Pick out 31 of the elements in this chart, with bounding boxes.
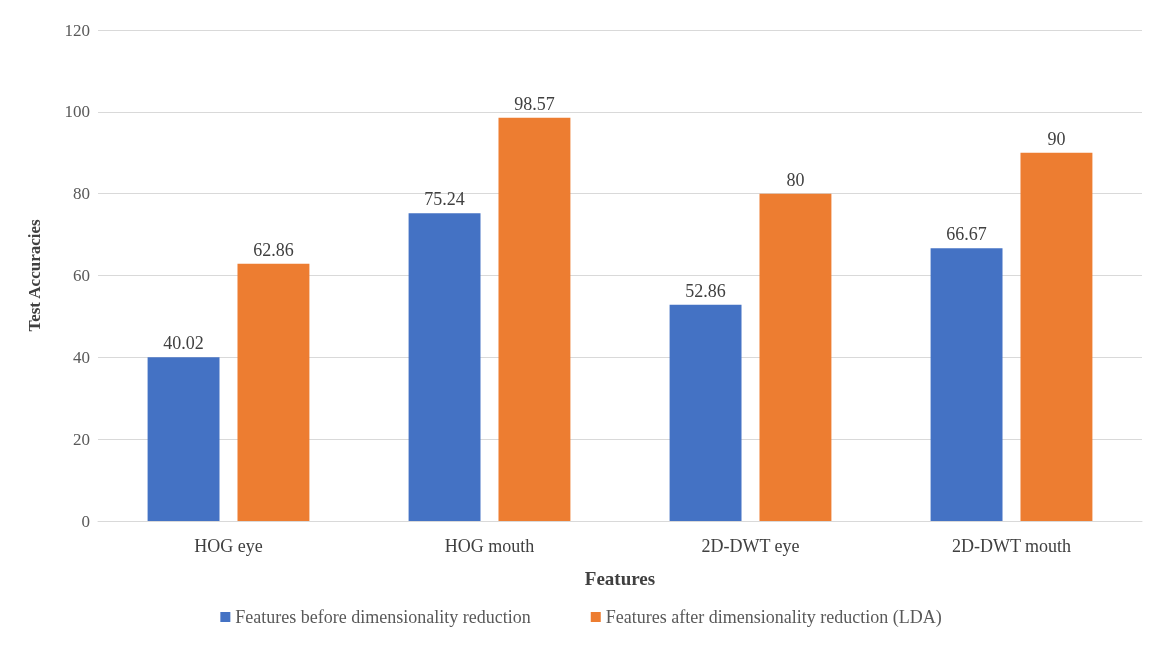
x-tick-label: 2D-DWT eye <box>701 536 800 556</box>
y-tick-label: 40 <box>73 347 90 367</box>
data-label: 80 <box>786 169 805 190</box>
bar <box>669 304 742 521</box>
y-tick-label: 20 <box>73 429 90 449</box>
data-label: 98.57 <box>514 93 555 114</box>
data-label: 40.02 <box>163 333 204 354</box>
legend-label: Features before dimensionality reduction <box>235 607 531 627</box>
data-label: 62.86 <box>253 239 294 260</box>
y-tick-label: 80 <box>73 184 90 204</box>
x-axis-title: Features <box>584 568 656 589</box>
y-tick-label: 120 <box>64 20 90 40</box>
bar <box>408 213 481 521</box>
y-tick-label: 100 <box>64 102 90 122</box>
y-tick-label: 0 <box>81 511 90 531</box>
bar <box>147 357 220 521</box>
bar <box>498 117 571 521</box>
bar <box>759 193 832 521</box>
x-tick-label: HOG mouth <box>444 536 535 556</box>
bar <box>237 263 310 521</box>
data-label: 52.86 <box>685 280 726 301</box>
legend-label: Features after dimensionality reduction (LDA) <box>605 607 942 628</box>
data-label: 90 <box>1047 128 1066 149</box>
data-label: 66.67 <box>946 224 987 245</box>
y-axis-title: Test Accuracies <box>25 219 44 332</box>
bar <box>930 248 1003 521</box>
x-tick-label: 2D-DWT mouth <box>951 536 1072 556</box>
y-tick-label: 60 <box>73 266 90 285</box>
data-label: 75.24 <box>424 189 465 210</box>
x-tick-label: HOG eye <box>194 536 263 556</box>
bar <box>1020 152 1093 521</box>
